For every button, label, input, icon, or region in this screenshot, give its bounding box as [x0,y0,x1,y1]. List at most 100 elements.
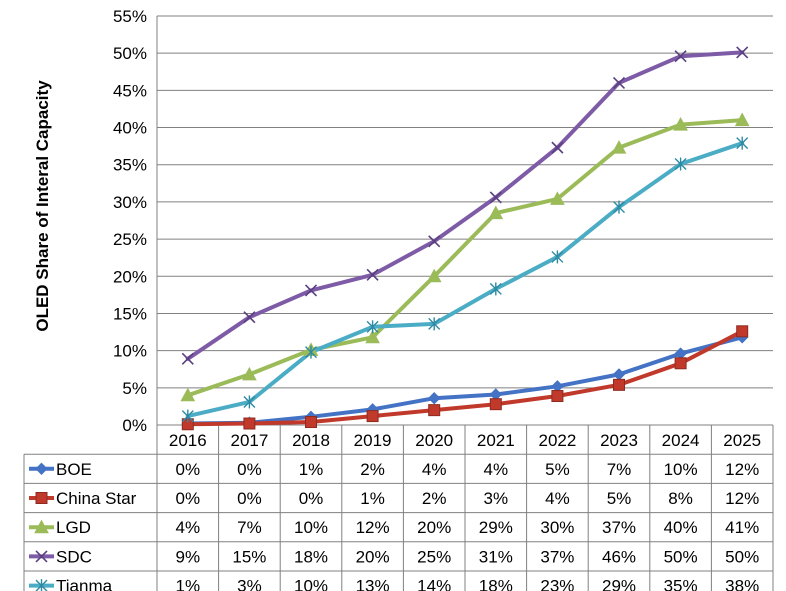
data-label-tianma: 3% [237,577,262,591]
legend-name-china-star: China Star [56,489,137,508]
x-category-label: 2016 [169,431,207,450]
data-label-tianma: 10% [294,577,328,591]
data-label-lgd: 12% [356,518,390,537]
legend-name-sdc: SDC [56,547,92,566]
data-label-tianma: 35% [664,577,698,591]
point-sdc [736,46,749,59]
point-lgd [611,140,627,154]
x-category-label: 2021 [477,431,515,450]
y-tick-label: 30% [113,193,147,212]
point-lgd [365,329,380,344]
point-china-star [674,357,687,370]
data-label-lgd: 10% [294,518,328,537]
data-label-lgd: 7% [237,518,262,537]
data-label-china-star: 0% [299,489,324,508]
y-tick-label: 10% [113,342,147,361]
series-line-boe [185,335,745,426]
point-sdc [428,235,441,248]
data-label-boe: 7% [607,460,632,479]
series-line-china-star [185,329,745,427]
point-sdc [366,268,379,281]
data-label-lgd: 20% [417,518,451,537]
data-label-tianma: 29% [602,577,636,591]
legend-name-lgd: LGD [56,518,91,537]
y-tick-label: 25% [113,230,147,249]
data-label-boe: 0% [176,460,201,479]
point-china-star [243,417,256,430]
point-boe [427,392,441,405]
data-label-china-star: 2% [422,489,447,508]
point-china-star [489,398,502,411]
y-tick-label: 15% [113,304,147,323]
data-label-sdc: 37% [540,547,574,566]
point-lgd [180,387,196,402]
data-label-boe: 10% [664,460,698,479]
y-tick-label: 50% [113,44,147,63]
data-label-china-star: 8% [668,489,693,508]
data-label-china-star: 0% [237,489,262,508]
point-china-star [551,389,564,402]
data-label-sdc: 46% [602,547,636,566]
point-lgd [488,205,504,220]
point-lgd [550,191,565,205]
y-tick-label: 55% [113,7,147,26]
data-label-lgd: 40% [664,518,698,537]
data-label-tianma: 23% [540,577,574,591]
point-tianma [613,200,625,214]
data-label-boe: 2% [360,460,385,479]
point-sdc [612,76,626,89]
point-china-star [736,325,749,338]
point-china-star [305,416,317,429]
point-china-star [366,410,379,423]
data-label-boe: 12% [725,460,759,479]
data-label-boe: 4% [484,460,509,479]
point-lgd [242,366,257,381]
point-tianma [551,250,564,264]
data-label-tianma: 1% [176,577,201,591]
point-tianma [489,282,502,296]
data-label-tianma: 38% [725,577,759,591]
data-label-sdc: 50% [664,547,698,566]
x-category-label: 2022 [538,431,576,450]
point-lgd [673,117,688,131]
point-tianma [181,409,194,423]
data-label-china-star: 4% [545,489,570,508]
x-category-label: 2024 [662,431,700,450]
point-tianma [243,395,256,409]
point-tianma [736,136,749,150]
y-tick-label: 0% [122,416,147,435]
data-label-sdc: 9% [176,547,201,566]
x-category-label: 2025 [723,431,761,450]
point-china-star [428,404,441,417]
series-line-lgd [185,118,745,398]
y-axis-label: OLED Share of Interal Capacity [33,80,52,332]
point-boe [612,368,626,381]
data-label-sdc: 50% [725,547,759,566]
y-tick-label: 20% [113,267,147,286]
legend-name-boe: BOE [56,460,92,479]
point-sdc [551,141,564,154]
data-label-china-star: 3% [484,489,509,508]
data-label-china-star: 5% [607,489,632,508]
data-label-lgd: 30% [540,518,574,537]
point-tianma [305,345,317,359]
data-label-sdc: 18% [294,547,328,566]
y-tick-label: 5% [122,379,147,398]
data-label-sdc: 15% [232,547,266,566]
data-label-boe: 0% [237,460,262,479]
legend-marker-boe [35,462,48,476]
point-tianma [428,317,441,331]
point-sdc [304,284,318,297]
point-tianma [674,157,687,171]
legend-marker-lgd [34,519,49,534]
point-lgd [426,268,442,283]
data-label-china-star: 1% [360,489,385,508]
data-label-tianma: 18% [479,577,513,591]
point-sdc [674,50,687,63]
y-tick-label: 45% [113,81,147,100]
point-sdc [243,311,256,324]
legend-marker-tianma [35,579,48,591]
legend-name-tianma: Tianma [56,577,113,591]
data-label-lgd: 41% [725,518,759,537]
legend-marker-china-star [35,492,48,504]
